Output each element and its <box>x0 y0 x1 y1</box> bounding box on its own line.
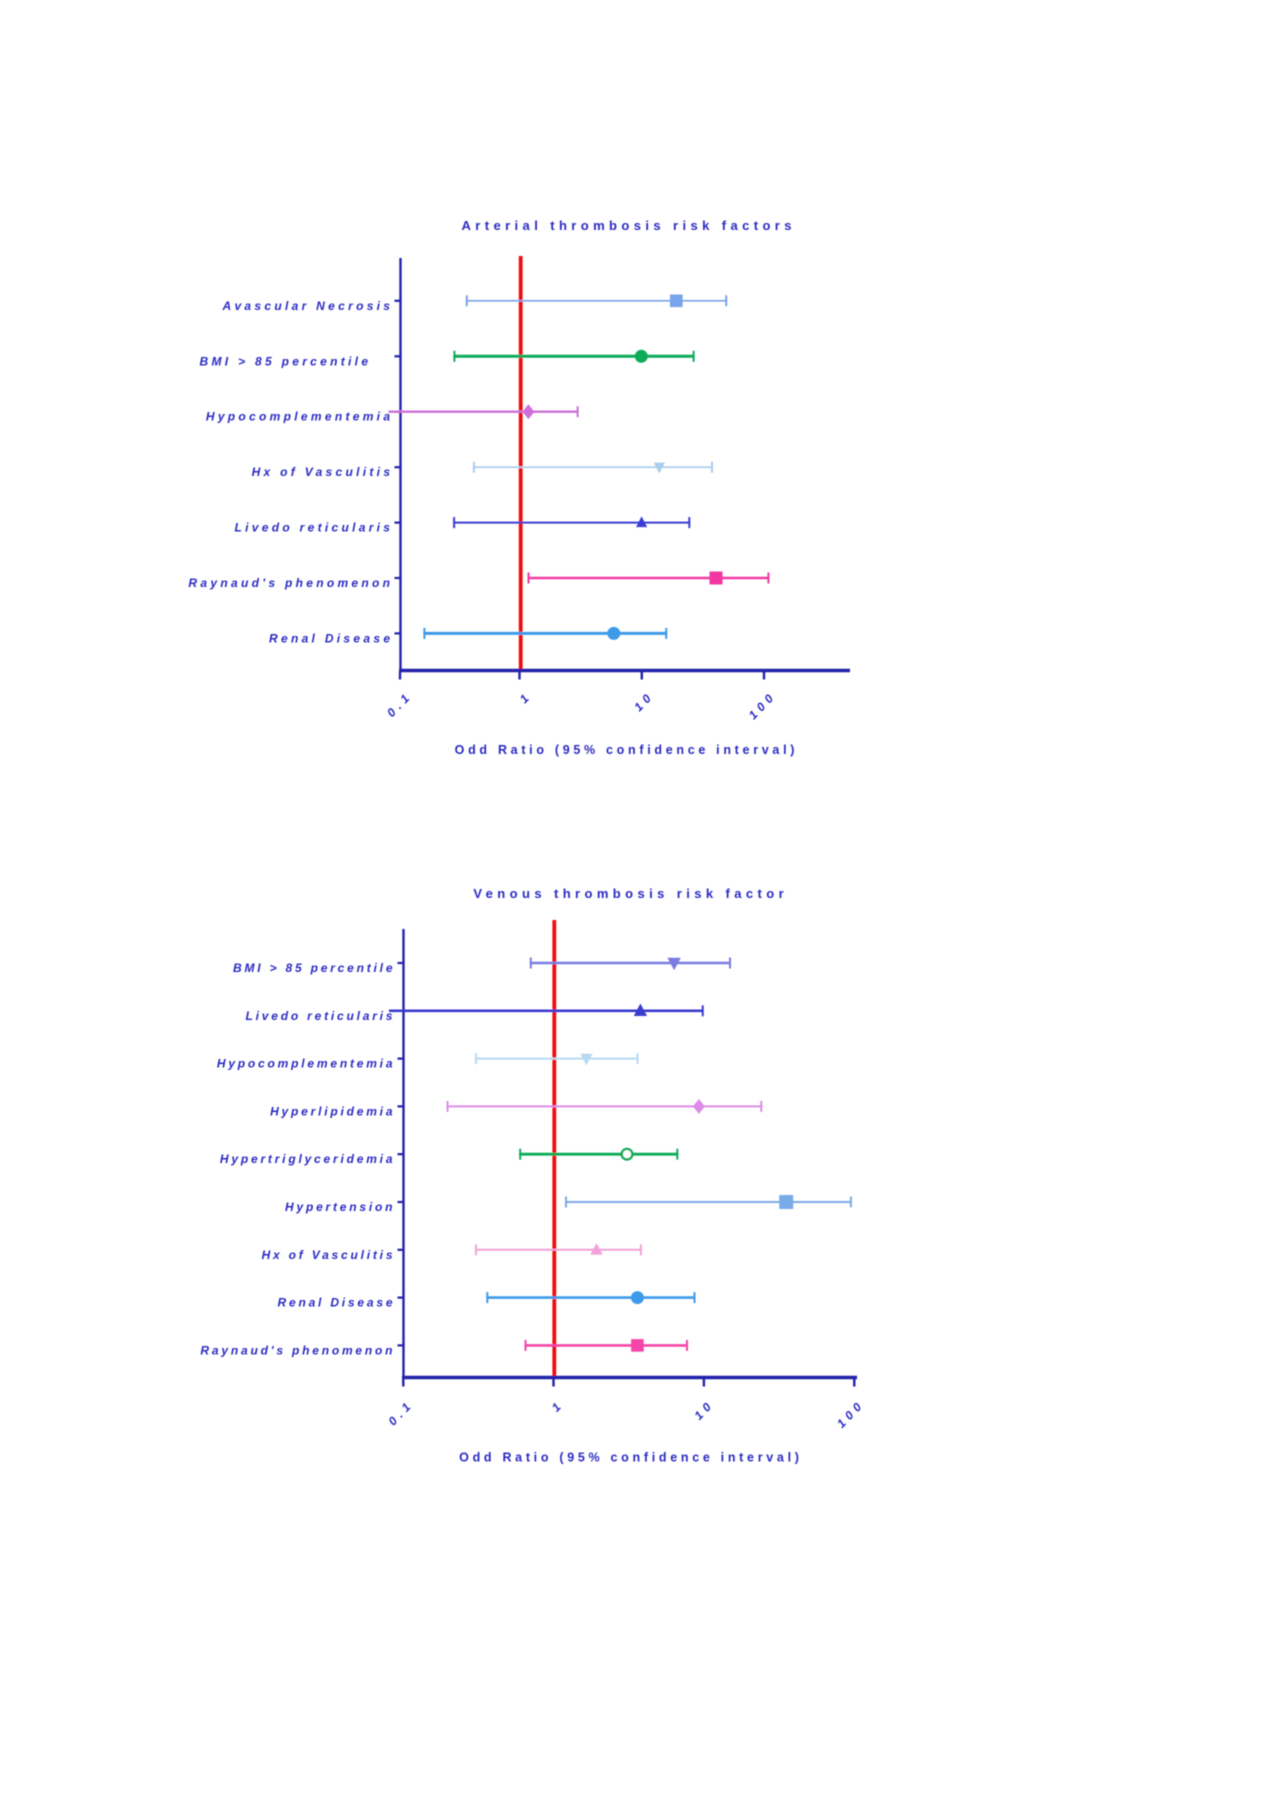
svg-text:Hyperlipidemia: Hyperlipidemia <box>270 1104 395 1118</box>
svg-text:Avascular Necrosis: Avascular Necrosis <box>221 299 393 313</box>
svg-text:Arterial thrombosis risk facto: Arterial thrombosis risk factors <box>461 218 795 233</box>
svg-text:Hypertension: Hypertension <box>285 1200 395 1214</box>
svg-text:Venous thrombosis risk factor: Venous thrombosis risk factor <box>473 886 788 901</box>
svg-text:Livedo reticularis: Livedo reticularis <box>246 1009 396 1023</box>
svg-text:Hypertriglyceridemia: Hypertriglyceridemia <box>220 1152 395 1166</box>
svg-text:Raynaud's phenomenon: Raynaud's phenomenon <box>188 576 393 590</box>
svg-text:Hypocomplementemia: Hypocomplementemia <box>206 410 393 424</box>
svg-text:BMI > 85 percentile: BMI > 85 percentile <box>233 961 395 975</box>
svg-text:Renal Disease: Renal Disease <box>269 631 393 645</box>
svg-text:BMI > 85 percentile: BMI > 85 percentile <box>200 354 372 368</box>
svg-text:Odd Ratio (95% confidence inte: Odd Ratio (95% confidence interval) <box>459 1451 802 1465</box>
svg-text:Livedo reticularis: Livedo reticularis <box>235 521 394 535</box>
svg-text:Odd Ratio (95% confidence inte: Odd Ratio (95% confidence interval) <box>455 743 798 757</box>
svg-text:Renal Disease: Renal Disease <box>278 1296 396 1310</box>
svg-text:Raynaud's phenomenon: Raynaud's phenomenon <box>200 1343 395 1357</box>
svg-text:Hx of Vasculitis: Hx of Vasculitis <box>252 465 394 479</box>
svg-text:Hypocomplementemia: Hypocomplementemia <box>217 1057 395 1071</box>
svg-text:Hx of Vasculitis: Hx of Vasculitis <box>262 1248 396 1262</box>
